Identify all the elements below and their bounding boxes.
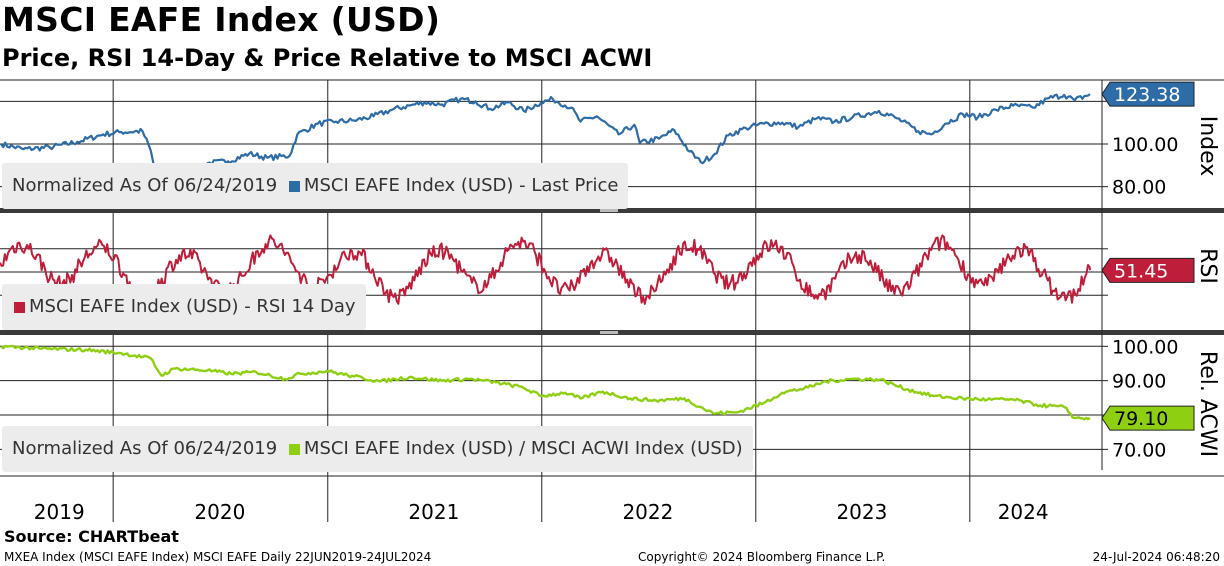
rsi-last-value-flag-shape (1101, 257, 1195, 283)
x-tick-label: 2023 (836, 500, 887, 524)
price-last-value-flag: 123.38 (1101, 81, 1195, 107)
price-legend-swatch (288, 180, 300, 192)
x-tick-label: 2020 (194, 500, 245, 524)
rsi-axis-title: RSI (1195, 248, 1220, 284)
panel-separator-grip (600, 331, 618, 334)
x-tick-label: 2022 (622, 500, 673, 524)
relative-legend-series: MSCI EAFE Index (USD) / MSCI ACWI Index … (303, 438, 743, 459)
rsi-legend-series: MSCI EAFE Index (USD) - RSI 14 Day (29, 296, 356, 317)
price-legend-series: MSCI EAFE Index (USD) - Last Price (303, 175, 619, 196)
relative-tick-label: 100.00 (1112, 336, 1178, 358)
chart-subtitle: Price, RSI 14-Day & Price Relative to MS… (2, 44, 653, 72)
relative-legend-swatch (288, 443, 300, 455)
rsi-legend: MSCI EAFE Index (USD) - RSI 14 Day (2, 284, 366, 330)
panel-separator-grip (600, 209, 618, 212)
price-last-value-flag-value: 123.38 (1114, 84, 1180, 106)
price-tick-label: 80.00 (1112, 177, 1166, 199)
price-last-value-flag-shape (1101, 81, 1195, 107)
relative-last-value-flag-shape (1101, 405, 1195, 431)
price-axis-title: Index (1195, 116, 1220, 177)
relative-legend-normalized: Normalized As Of 06/24/2019 (12, 438, 278, 459)
footer-copyright: Copyright© 2024 Bloomberg Finance L.P. (638, 550, 886, 564)
relative-tick-label: 90.00 (1112, 371, 1166, 393)
price-legend-normalized: Normalized As Of 06/24/2019 (12, 175, 278, 196)
x-tick-label: 2024 (998, 500, 1049, 524)
price-legend: Normalized As Of 06/24/2019 MSCI EAFE In… (2, 163, 629, 209)
relative-last-value-flag-value: 79.10 (1114, 408, 1168, 430)
relative-axis-title: Rel. ACWI (1195, 351, 1220, 457)
footer-ticker-info: MXEA Index (MSCI EAFE Index) MSCI EAFE D… (4, 550, 432, 564)
rsi-series-line (0, 234, 1091, 305)
relative-series-line (0, 344, 1091, 421)
footer-timestamp: 24-Jul-2024 06:48:20 (1092, 550, 1220, 564)
x-tick-label: 2019 (34, 500, 85, 524)
relative-tick-label: 70.00 (1112, 439, 1166, 461)
price-tick-label: 100.00 (1112, 134, 1178, 156)
relative-last-value-flag: 79.10 (1101, 405, 1195, 431)
x-tick-label: 2021 (408, 500, 459, 524)
relative-legend: Normalized As Of 06/24/2019 MSCI EAFE In… (2, 426, 753, 472)
rsi-last-value-flag-value: 51.45 (1114, 260, 1168, 282)
rsi-last-value-flag: 51.45 (1101, 257, 1195, 283)
rsi-legend-swatch (14, 301, 25, 313)
chart-title: MSCI EAFE Index (USD) (2, 0, 441, 39)
source-note: Source: CHARTbeat (4, 527, 179, 546)
